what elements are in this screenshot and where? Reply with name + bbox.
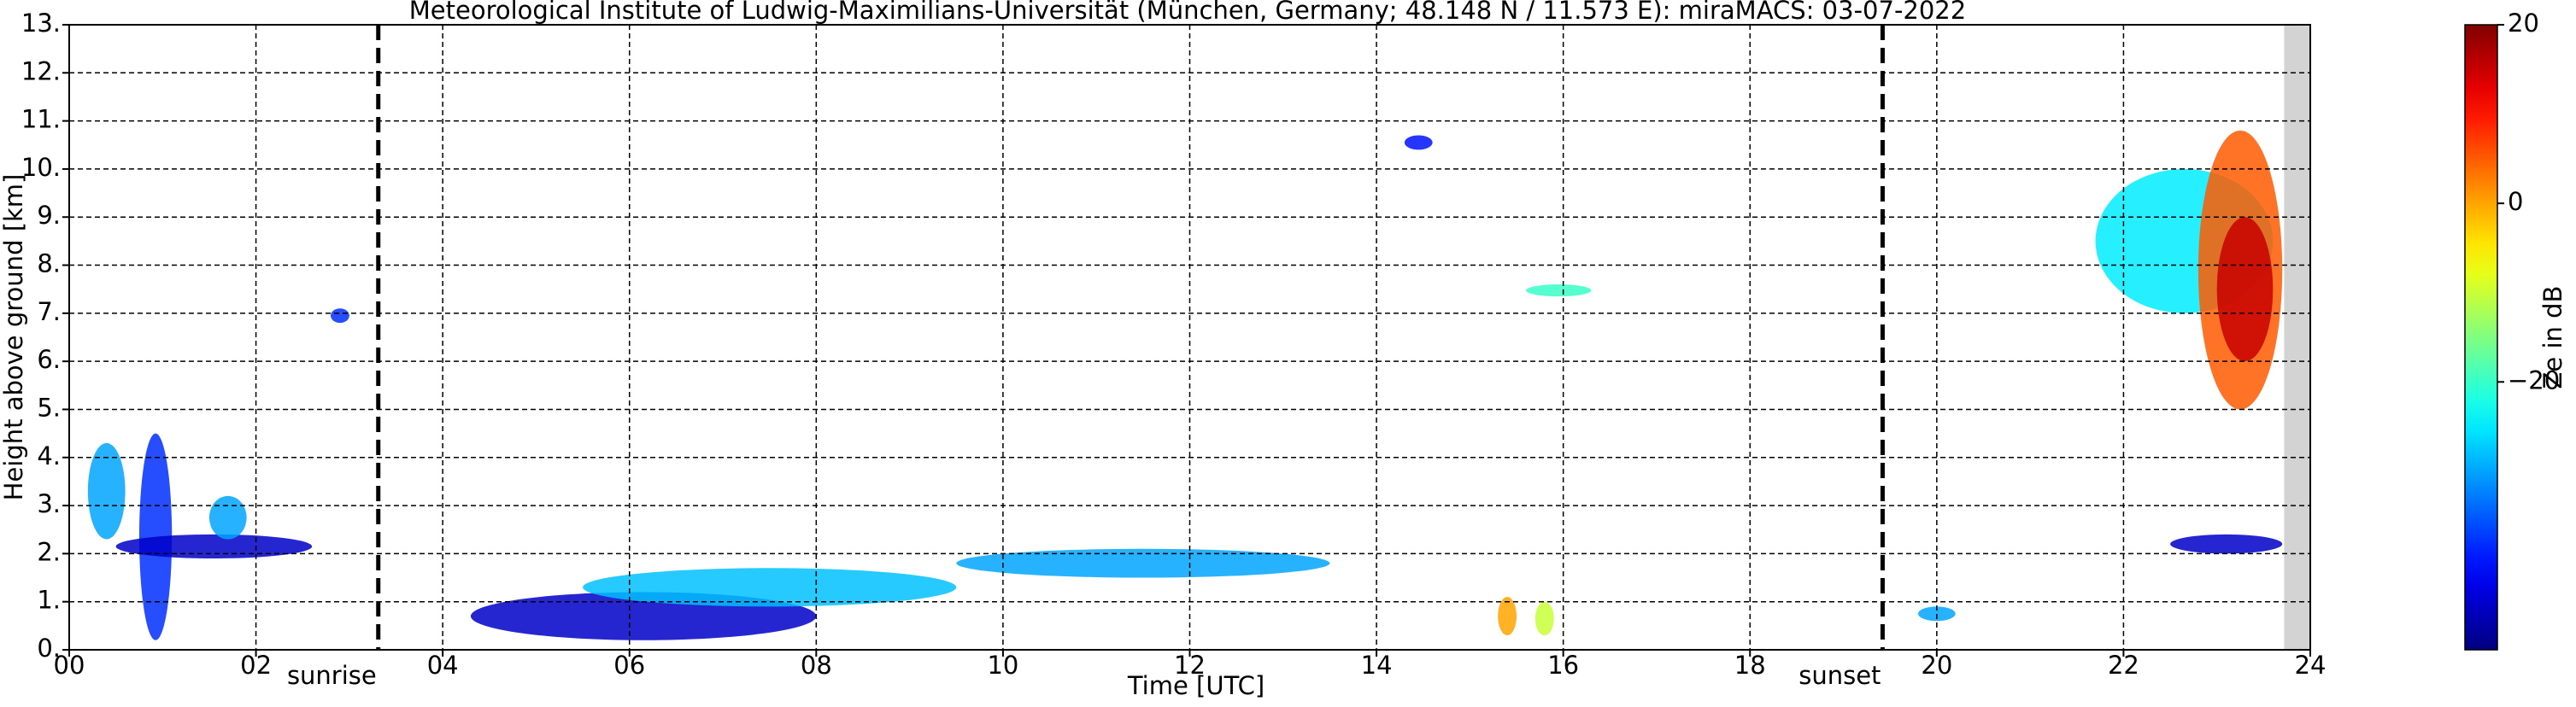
echo xyxy=(1917,606,1956,622)
echo xyxy=(2216,217,2274,362)
x-tick-label: 14 xyxy=(1361,651,1393,680)
y-tick-label: 2. xyxy=(37,537,61,566)
y-tick-label: 3. xyxy=(37,489,61,518)
chart-title: Meteorological Institute of Ludwig-Maxim… xyxy=(409,0,1966,25)
colorbar-tick-label: 0 xyxy=(2508,187,2523,216)
echo xyxy=(1498,597,1517,636)
x-tick-label: 20 xyxy=(1921,651,1952,680)
y-tick-label: 10. xyxy=(21,153,61,182)
echo xyxy=(956,548,1330,578)
x-tick-label: 00 xyxy=(54,651,85,680)
event-label: sunset xyxy=(1799,661,1881,690)
x-tick-label: 08 xyxy=(801,651,832,680)
y-tick-label: 0. xyxy=(37,634,61,663)
x-tick-label: 16 xyxy=(1547,651,1579,680)
echo xyxy=(2170,534,2283,554)
echo xyxy=(87,442,126,540)
y-tick-label: 9. xyxy=(37,201,61,230)
y-tick-label: 6. xyxy=(37,345,61,374)
x-tick-label: 24 xyxy=(2295,651,2327,680)
x-tick-label: 06 xyxy=(613,651,645,680)
y-tick-label: 1. xyxy=(37,586,61,615)
y-tick-label: 13. xyxy=(21,9,61,38)
echo xyxy=(331,308,349,324)
echo xyxy=(115,534,313,559)
echo xyxy=(1534,601,1554,636)
x-tick-label: 02 xyxy=(240,651,272,680)
y-tick-label: 4. xyxy=(37,441,61,470)
colorbar-label: Ze in dB xyxy=(2538,286,2567,389)
colorbar-tick-label: 20 xyxy=(2508,9,2539,38)
plot-frame xyxy=(68,24,2311,651)
y-tick-label: 12. xyxy=(21,56,61,85)
x-axis-label: Time [UTC] xyxy=(1127,671,1265,700)
y-tick-label: 8. xyxy=(37,249,61,278)
x-tick-label: 22 xyxy=(2108,651,2139,680)
y-tick-label: 11. xyxy=(21,105,61,134)
x-tick-label: 18 xyxy=(1734,651,1766,680)
y-tick-label: 7. xyxy=(37,297,61,326)
echo xyxy=(1525,284,1592,297)
event-label: sunrise xyxy=(287,661,377,690)
x-tick-label: 04 xyxy=(427,651,459,680)
echo xyxy=(583,568,957,607)
echo xyxy=(1404,135,1433,150)
colorbar xyxy=(2464,24,2498,651)
colorbar-tick-label: −20 xyxy=(2508,365,2560,394)
echo xyxy=(208,495,247,540)
x-tick-label: 12 xyxy=(1174,651,1206,680)
x-tick-label: 10 xyxy=(987,651,1018,680)
y-axis-label: Height above ground [km] xyxy=(0,174,28,501)
missing-data xyxy=(2284,25,2310,650)
y-tick-label: 5. xyxy=(37,393,61,422)
